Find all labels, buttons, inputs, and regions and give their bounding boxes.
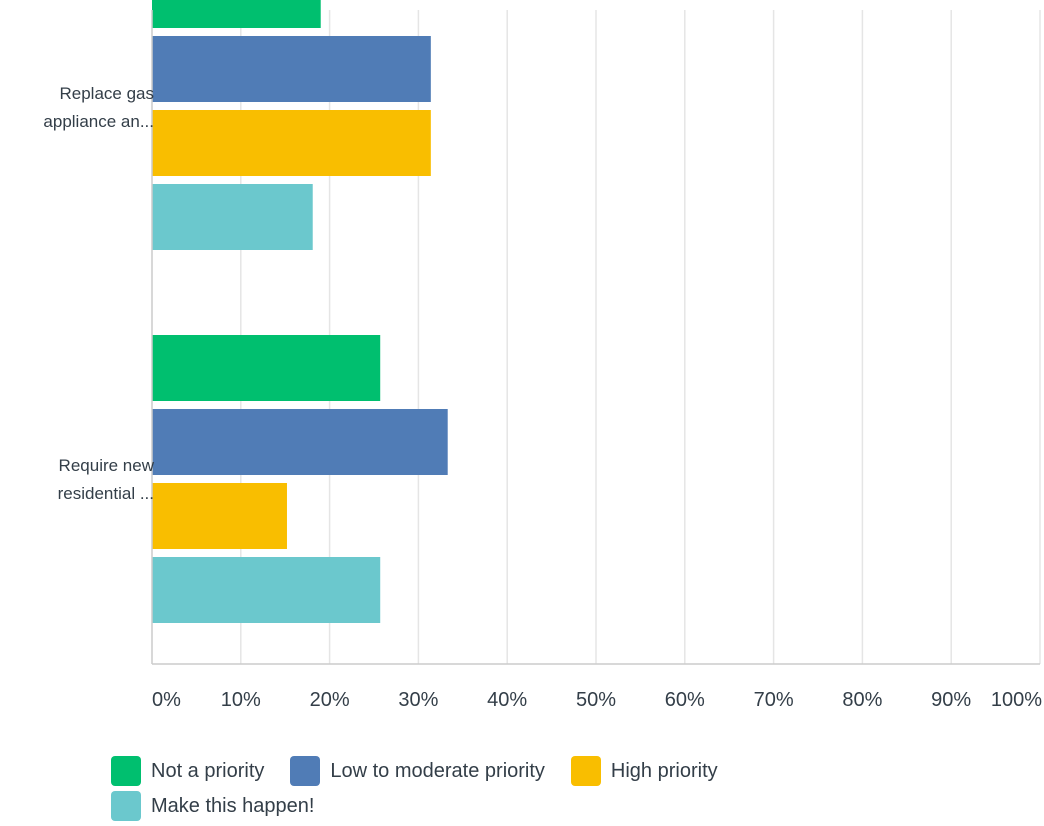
- legend-item-not-priority: Not a priority: [111, 756, 264, 786]
- axes: [151, 10, 1040, 665]
- category-label-0: Replace gas appliance an...: [4, 80, 154, 136]
- x-tick-label-50: 50%: [576, 689, 616, 711]
- bar-not-a-priority-cat-0[interactable]: [152, 0, 321, 28]
- legend-swatch-make-happen: [111, 791, 141, 821]
- bar-low-to-moderate-priority-cat-1[interactable]: [152, 409, 448, 475]
- category-label-0-line2: appliance an...: [43, 112, 154, 131]
- category-label-0-line1: Replace gas: [59, 84, 154, 103]
- category-label-1: Require new residential ...: [4, 452, 154, 508]
- legend-label-make-happen: Make this happen!: [151, 794, 315, 817]
- bar-not-a-priority-cat-1[interactable]: [152, 335, 381, 401]
- x-tick-label-80: 80%: [842, 689, 882, 711]
- legend-item-high: High priority: [570, 756, 718, 786]
- category-label-1-line2: residential ...: [57, 484, 154, 503]
- legend-row-1: Not a priority Low to moderate priority …: [111, 756, 931, 786]
- legend-row-2: Make this happen!: [111, 791, 931, 821]
- legend-item-make-happen: Make this happen!: [111, 791, 314, 821]
- legend-label-high: High priority: [610, 759, 718, 782]
- x-tick-label-40: 40%: [487, 689, 527, 711]
- x-tick-label-0: 0%: [152, 689, 181, 711]
- x-tick-label-100: 100%: [991, 689, 1042, 711]
- bar-make-this-happen-cat-0[interactable]: [152, 184, 313, 250]
- x-tick-label-30: 30%: [398, 689, 438, 711]
- bar-make-this-happen-cat-1[interactable]: [152, 557, 381, 623]
- legend: Not a priority Low to moderate priority …: [111, 756, 931, 826]
- bars: [152, 0, 448, 623]
- x-tick-label-20: 20%: [310, 689, 350, 711]
- x-tick-label-90: 90%: [931, 689, 971, 711]
- legend-swatch-high: [570, 756, 601, 786]
- bar-high-priority-cat-0[interactable]: [152, 110, 431, 176]
- x-tick-label-70: 70%: [754, 689, 794, 711]
- bar-high-priority-cat-1[interactable]: [152, 483, 287, 549]
- category-label-1-line1: Require new: [58, 456, 154, 475]
- legend-item-low-moderate: Low to moderate priority: [290, 756, 545, 786]
- x-tick-label-60: 60%: [665, 689, 705, 711]
- legend-swatch-low-moderate: [290, 756, 321, 786]
- bar-low-to-moderate-priority-cat-0[interactable]: [152, 36, 431, 102]
- legend-swatch-not-priority: [111, 756, 141, 786]
- x-tick-labels: 0% 10% 20% 30% 40% 50% 60% 70% 80% 90% 100%: [152, 689, 1042, 711]
- legend-label-low-moderate: Low to moderate priority: [330, 759, 545, 782]
- legend-label-not-priority: Not a priority: [151, 759, 265, 782]
- x-tick-label-10: 10%: [221, 689, 261, 711]
